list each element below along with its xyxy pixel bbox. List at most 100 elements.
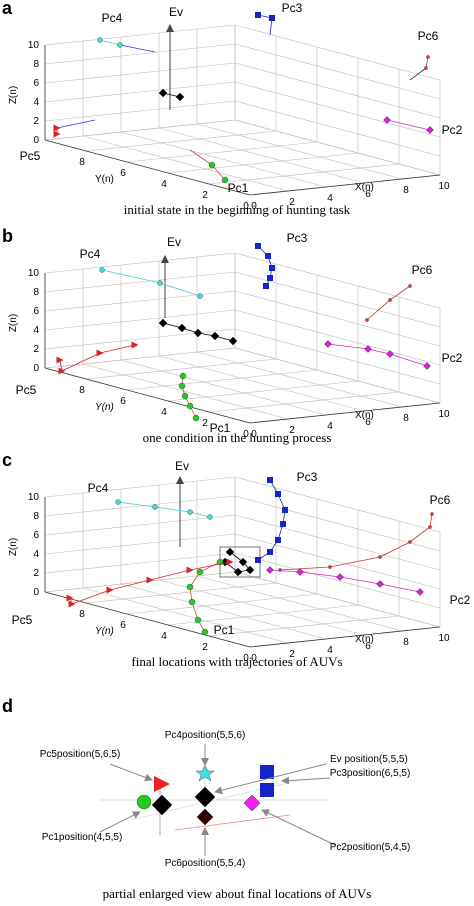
marker [225,547,235,557]
z-axis-label: Z(n) [8,314,19,332]
grid-line [44,62,236,84]
marker [186,402,194,410]
x-tick-label: 8 [403,185,409,196]
marker [296,568,304,576]
trajectory [189,561,221,633]
marker [146,576,154,584]
marker [255,243,261,249]
z-tick-label: 10 [28,492,40,503]
x-tick-label: 6 [365,641,371,652]
marker [226,558,234,566]
grid-line [44,100,236,122]
z-tick-label: 2 [33,568,39,579]
marker [324,340,332,348]
marker [157,280,163,286]
trajectory [119,44,156,53]
marker [260,765,274,779]
y-axis-label: Y(n) [95,626,114,637]
marker [430,512,434,516]
x-tick-label: 2 [289,425,295,436]
x-axis-label: X(n) [355,634,374,645]
grid-line [234,476,441,533]
z-axis-label: Z(n) [8,538,19,556]
marker [275,537,281,543]
x-tick-label: 2 [289,649,295,660]
marker [207,514,213,520]
grid-line [44,309,236,331]
point-label: Pc6 [412,263,433,277]
z-tick-label: 6 [33,530,39,541]
annotation: Pc4position(5,5,6) [165,730,246,741]
marker [243,794,261,812]
marker [197,293,203,299]
y-tick-label: 0 [243,429,249,440]
marker [408,540,412,544]
point-label: Pc2 [442,123,463,137]
marker [131,341,139,349]
marker [68,600,76,608]
point-label: Pc1 [228,181,249,195]
grid-line [44,81,236,103]
grid-line [234,43,441,100]
annotation-arrow [109,763,153,782]
grid-line [44,290,236,312]
grid-line [234,309,441,366]
marker [376,580,384,588]
point-label: Pc3 [297,470,318,484]
trajectory [101,269,201,297]
marker [208,161,216,169]
caption: initial state in the beginning of huntin… [124,202,351,217]
z-tick-label: 6 [33,78,39,89]
marker [426,126,434,134]
point-label: Pc1 [210,421,231,435]
y-tick-label: 6 [120,620,126,631]
grid-line [196,123,403,180]
x-tick-label: 0 [251,201,257,212]
caption: one condition in the hunting process [143,430,332,445]
marker [151,794,173,816]
grid-line [234,533,441,590]
x-tick-label: 4 [327,645,333,656]
caption: partial enlarged view about final locati… [103,886,372,901]
grid-line [126,593,318,615]
marker [269,15,275,21]
y-tick-label: 6 [120,168,126,179]
marker [267,477,273,483]
marker [195,764,215,782]
grid-line [44,514,236,536]
z-tick-label: 0 [33,135,39,146]
grid-line [44,533,236,555]
marker [186,566,194,574]
grid-line [158,579,365,636]
marker [265,253,271,259]
trajectory [269,569,421,593]
marker [201,628,209,636]
grid-line [120,359,327,416]
trajectory [425,56,429,69]
marker [194,616,202,624]
grid-line [234,495,441,552]
trajectory [279,513,433,571]
marker [115,499,121,505]
point-label: Pc6 [418,29,439,43]
marker [282,507,288,513]
annotation-arrow [214,763,327,795]
point-label: Ev [167,235,181,249]
annotation: Pc2position(5,4,5) [330,842,411,853]
marker [158,318,168,328]
grid-line [44,24,236,46]
marker [66,594,74,602]
marker [416,588,424,596]
marker [228,336,238,346]
marker [426,55,430,59]
grid-line [249,402,441,424]
marker [178,382,186,390]
marker [423,362,431,370]
grid-line [234,552,441,609]
marker [255,12,261,18]
grid-line [234,119,441,176]
point-label: Pc5 [16,383,37,397]
grid-line [208,615,400,637]
caption: final locations with trajectories of AUV… [131,654,342,669]
